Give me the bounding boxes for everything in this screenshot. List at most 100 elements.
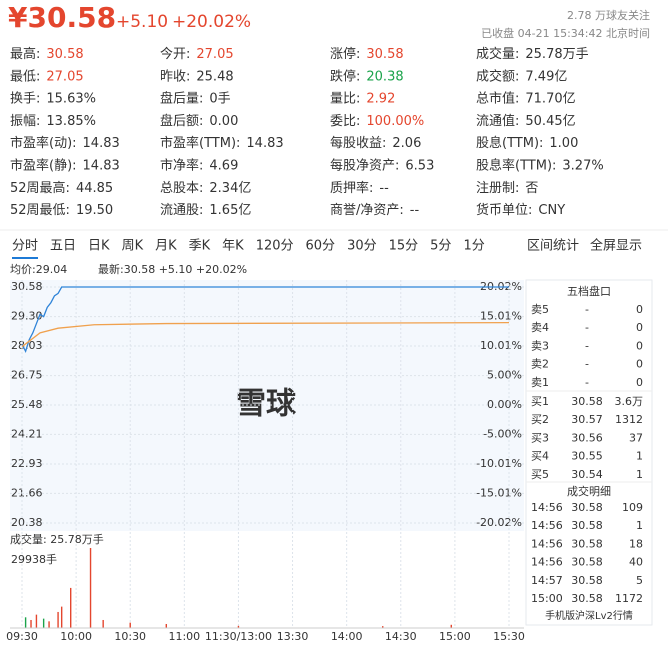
- stat: 总股本: 2.34亿: [160, 180, 251, 195]
- tab[interactable]: 分时: [12, 239, 38, 254]
- stat-value: 13.85%: [46, 113, 96, 128]
- pct-tick: 5.00%: [487, 369, 522, 382]
- time-tick: 10:30: [114, 630, 146, 643]
- stat: 换手: 15.63%: [10, 91, 96, 106]
- time-tick: 10:00: [60, 630, 92, 643]
- time-tick: 14:30: [385, 630, 417, 643]
- stat-value: 27.05: [196, 47, 233, 62]
- stat-value: 2.06: [392, 136, 421, 151]
- volume-bar: [382, 626, 384, 628]
- price-tick: 20.38: [11, 516, 43, 529]
- stat-label: 昨收:: [160, 69, 190, 84]
- tab[interactable]: 120分: [256, 239, 294, 254]
- trade-vol: 1172: [615, 592, 643, 605]
- price-tick: 22.93: [11, 457, 43, 470]
- book-price: -: [585, 376, 589, 389]
- volume-bar: [89, 548, 92, 628]
- trade-time: 15:00: [531, 592, 563, 605]
- tab[interactable]: 30分: [347, 239, 377, 254]
- stat-label: 成交额:: [476, 68, 519, 84]
- tab[interactable]: 月K: [155, 239, 177, 254]
- stat-label: 质押率:: [330, 179, 373, 195]
- stat-label: 52周最低:: [10, 203, 70, 218]
- stat-value: 25.48: [196, 69, 233, 84]
- stat-label: 流通值:: [476, 112, 519, 128]
- book-vol: 0: [636, 321, 643, 334]
- avg-label: 均价:29.04: [10, 263, 67, 276]
- stat-value: 100.00%: [366, 113, 424, 128]
- tab[interactable]: 1分: [463, 239, 484, 254]
- tab[interactable]: 60分: [306, 239, 336, 254]
- stat-value: 14.83: [246, 136, 283, 151]
- stat: 最高: 30.58: [10, 46, 84, 62]
- stat-label: 委比:: [330, 113, 360, 128]
- stat-value: 0.00: [209, 113, 238, 128]
- pct-tick: -5.00%: [483, 427, 522, 440]
- book-vol: 0: [636, 339, 643, 352]
- stat: 总市值: 71.70亿: [476, 90, 576, 106]
- stat: 涨停: 30.58: [330, 46, 404, 62]
- price: ¥30.58: [8, 1, 116, 34]
- book-price: -: [585, 303, 589, 316]
- price-tick: 25.48: [11, 398, 43, 411]
- stat: 货币单位: CNY: [476, 202, 565, 218]
- tab[interactable]: 年K: [222, 239, 244, 254]
- stat-label: 盘后额:: [160, 112, 203, 128]
- stat-value: 44.85: [76, 180, 113, 195]
- volume-bar: [57, 611, 59, 628]
- stat-value: 6.53: [405, 158, 434, 173]
- book-vol: 3.6万: [615, 395, 644, 408]
- link[interactable]: 区间统计: [527, 239, 579, 254]
- volume-bar: [60, 606, 63, 628]
- price-tick: 29.30: [11, 310, 43, 323]
- stat: 股息(TTM): 1.00: [476, 135, 578, 151]
- trades-title: 成交明细: [567, 484, 611, 498]
- stat: 52周最高: 44.85: [10, 179, 113, 195]
- stat-label: 股息(TTM):: [476, 135, 543, 151]
- tab[interactable]: 5分: [430, 239, 451, 254]
- trade-time: 14:56: [531, 501, 563, 514]
- price-tick: 26.75: [11, 369, 43, 382]
- watermark: 雪球: [236, 387, 297, 422]
- volume-bar: [450, 624, 452, 628]
- stat-label: 货币单位:: [476, 202, 532, 218]
- stat-label: 每股净资产:: [330, 157, 399, 173]
- price-tick: 30.58: [11, 280, 43, 293]
- pct-tick: -10.01%: [476, 457, 522, 470]
- book-price: 30.58: [571, 395, 603, 408]
- stat-value: 19.50: [76, 203, 113, 218]
- book-vol: 1: [636, 450, 643, 463]
- tab[interactable]: 季K: [189, 239, 211, 254]
- line-price: [21, 286, 509, 354]
- book-name: 卖3: [531, 339, 549, 352]
- volume-max: 29938手: [11, 552, 57, 566]
- trade-vol: 5: [636, 574, 643, 587]
- trade-price: 30.58: [571, 537, 603, 550]
- stat: 盘后额: 0.00: [160, 112, 238, 128]
- book-name: 卖2: [531, 358, 549, 371]
- trades-footer[interactable]: 手机版沪深Lv2行情: [545, 609, 633, 622]
- price-tick: 24.21: [11, 427, 43, 440]
- price-tick: 21.66: [11, 486, 43, 499]
- link[interactable]: 全屏显示: [590, 238, 642, 254]
- tab[interactable]: 五日: [50, 239, 76, 254]
- time-tick: 13:30: [277, 630, 309, 643]
- book-name: 卖4: [531, 321, 549, 334]
- tab[interactable]: 周K: [122, 239, 144, 254]
- tab[interactable]: 日K: [88, 239, 110, 254]
- stat-label: 商誉/净资产:: [330, 203, 404, 218]
- stat-value: --: [379, 180, 389, 195]
- trade-price: 30.58: [571, 556, 603, 569]
- stat-value: 25.78万手: [525, 47, 588, 62]
- stat: 跌停: 20.38: [330, 68, 404, 84]
- stat-value: 14.83: [83, 136, 120, 151]
- book-vol: 0: [636, 376, 643, 389]
- status: 已收盘 04-21 15:34:42 北京时间: [481, 26, 650, 40]
- stat: 成交量: 25.78万手: [476, 46, 589, 62]
- stat-value: 4.69: [209, 158, 238, 173]
- stat: 委比: 100.00%: [330, 113, 424, 128]
- book-price: -: [585, 358, 589, 371]
- stat: 流通股: 1.65亿: [160, 203, 251, 218]
- tab[interactable]: 15分: [389, 239, 419, 254]
